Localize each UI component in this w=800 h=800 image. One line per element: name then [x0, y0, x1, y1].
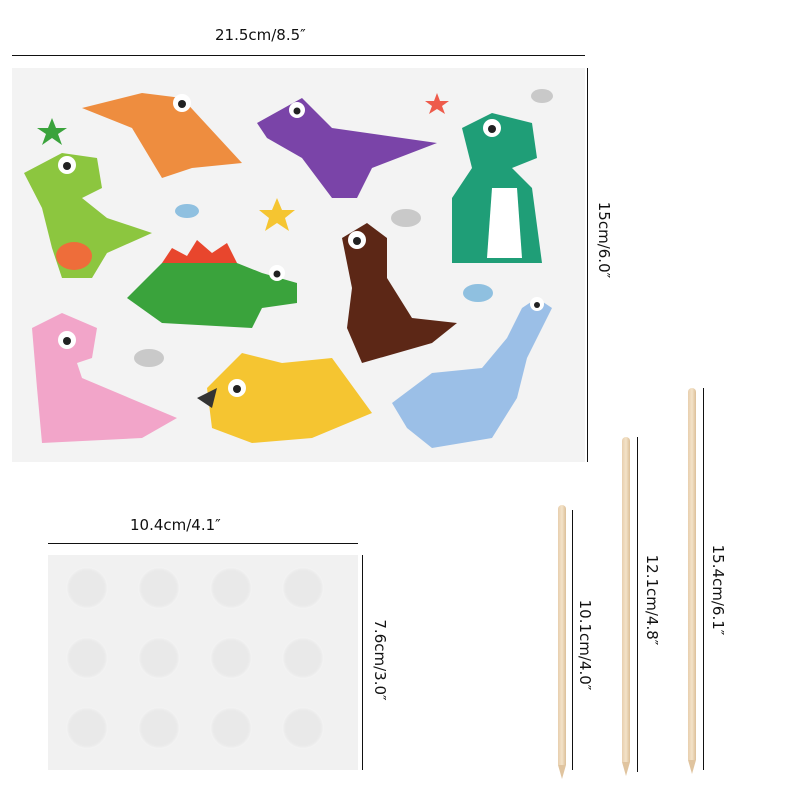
stick-long-line [703, 388, 704, 770]
stick-medium-line [637, 437, 638, 772]
lime-t-rex [24, 153, 152, 278]
wooden-stick-long [688, 388, 696, 774]
green-t-rex-right [452, 113, 542, 263]
green-stegosaurus [127, 240, 297, 328]
wooden-stick-short [558, 505, 566, 779]
yellow-triceratops [197, 353, 372, 443]
pink-dinosaur [32, 313, 177, 443]
adhesive-dot [66, 637, 108, 679]
wooden-stick-medium [622, 437, 630, 776]
sheet-width-label: 21.5cm/8.5″ [215, 26, 306, 44]
adhesive-dot-sheet [48, 555, 358, 770]
stick-long-label: 15.4cm/6.1″ [709, 544, 727, 636]
sheet-height-label: 15cm/6.0″ [595, 201, 613, 279]
orange-pterodactyl [82, 93, 242, 178]
stick-medium-label: 12.1cm/4.8″ [643, 554, 661, 646]
adhesive-dot [282, 707, 324, 749]
stick-short-line [572, 510, 573, 770]
sheet-width-line [12, 55, 585, 56]
adhesive-dot [282, 567, 324, 609]
dots-width-label: 10.4cm/4.1″ [130, 516, 221, 534]
adhesive-dot [210, 567, 252, 609]
dots-height-line [362, 555, 363, 770]
sheet-height-line [587, 68, 588, 462]
dinosaur-sticker-sheet [12, 68, 585, 462]
adhesive-dot [210, 637, 252, 679]
adhesive-dot [138, 567, 180, 609]
stick-short-label: 10.1cm/4.0″ [576, 599, 594, 691]
adhesive-dot [138, 707, 180, 749]
adhesive-dot [66, 567, 108, 609]
adhesive-dot [210, 707, 252, 749]
adhesive-dot [66, 707, 108, 749]
dots-width-line [48, 543, 358, 544]
brown-dinosaur [342, 223, 457, 363]
dots-height-label: 7.6cm/3.0″ [371, 619, 389, 701]
purple-raptor [257, 98, 437, 198]
blue-brachiosaurus [392, 297, 552, 448]
decorations [37, 89, 553, 367]
adhesive-dot [282, 637, 324, 679]
adhesive-dot [138, 637, 180, 679]
